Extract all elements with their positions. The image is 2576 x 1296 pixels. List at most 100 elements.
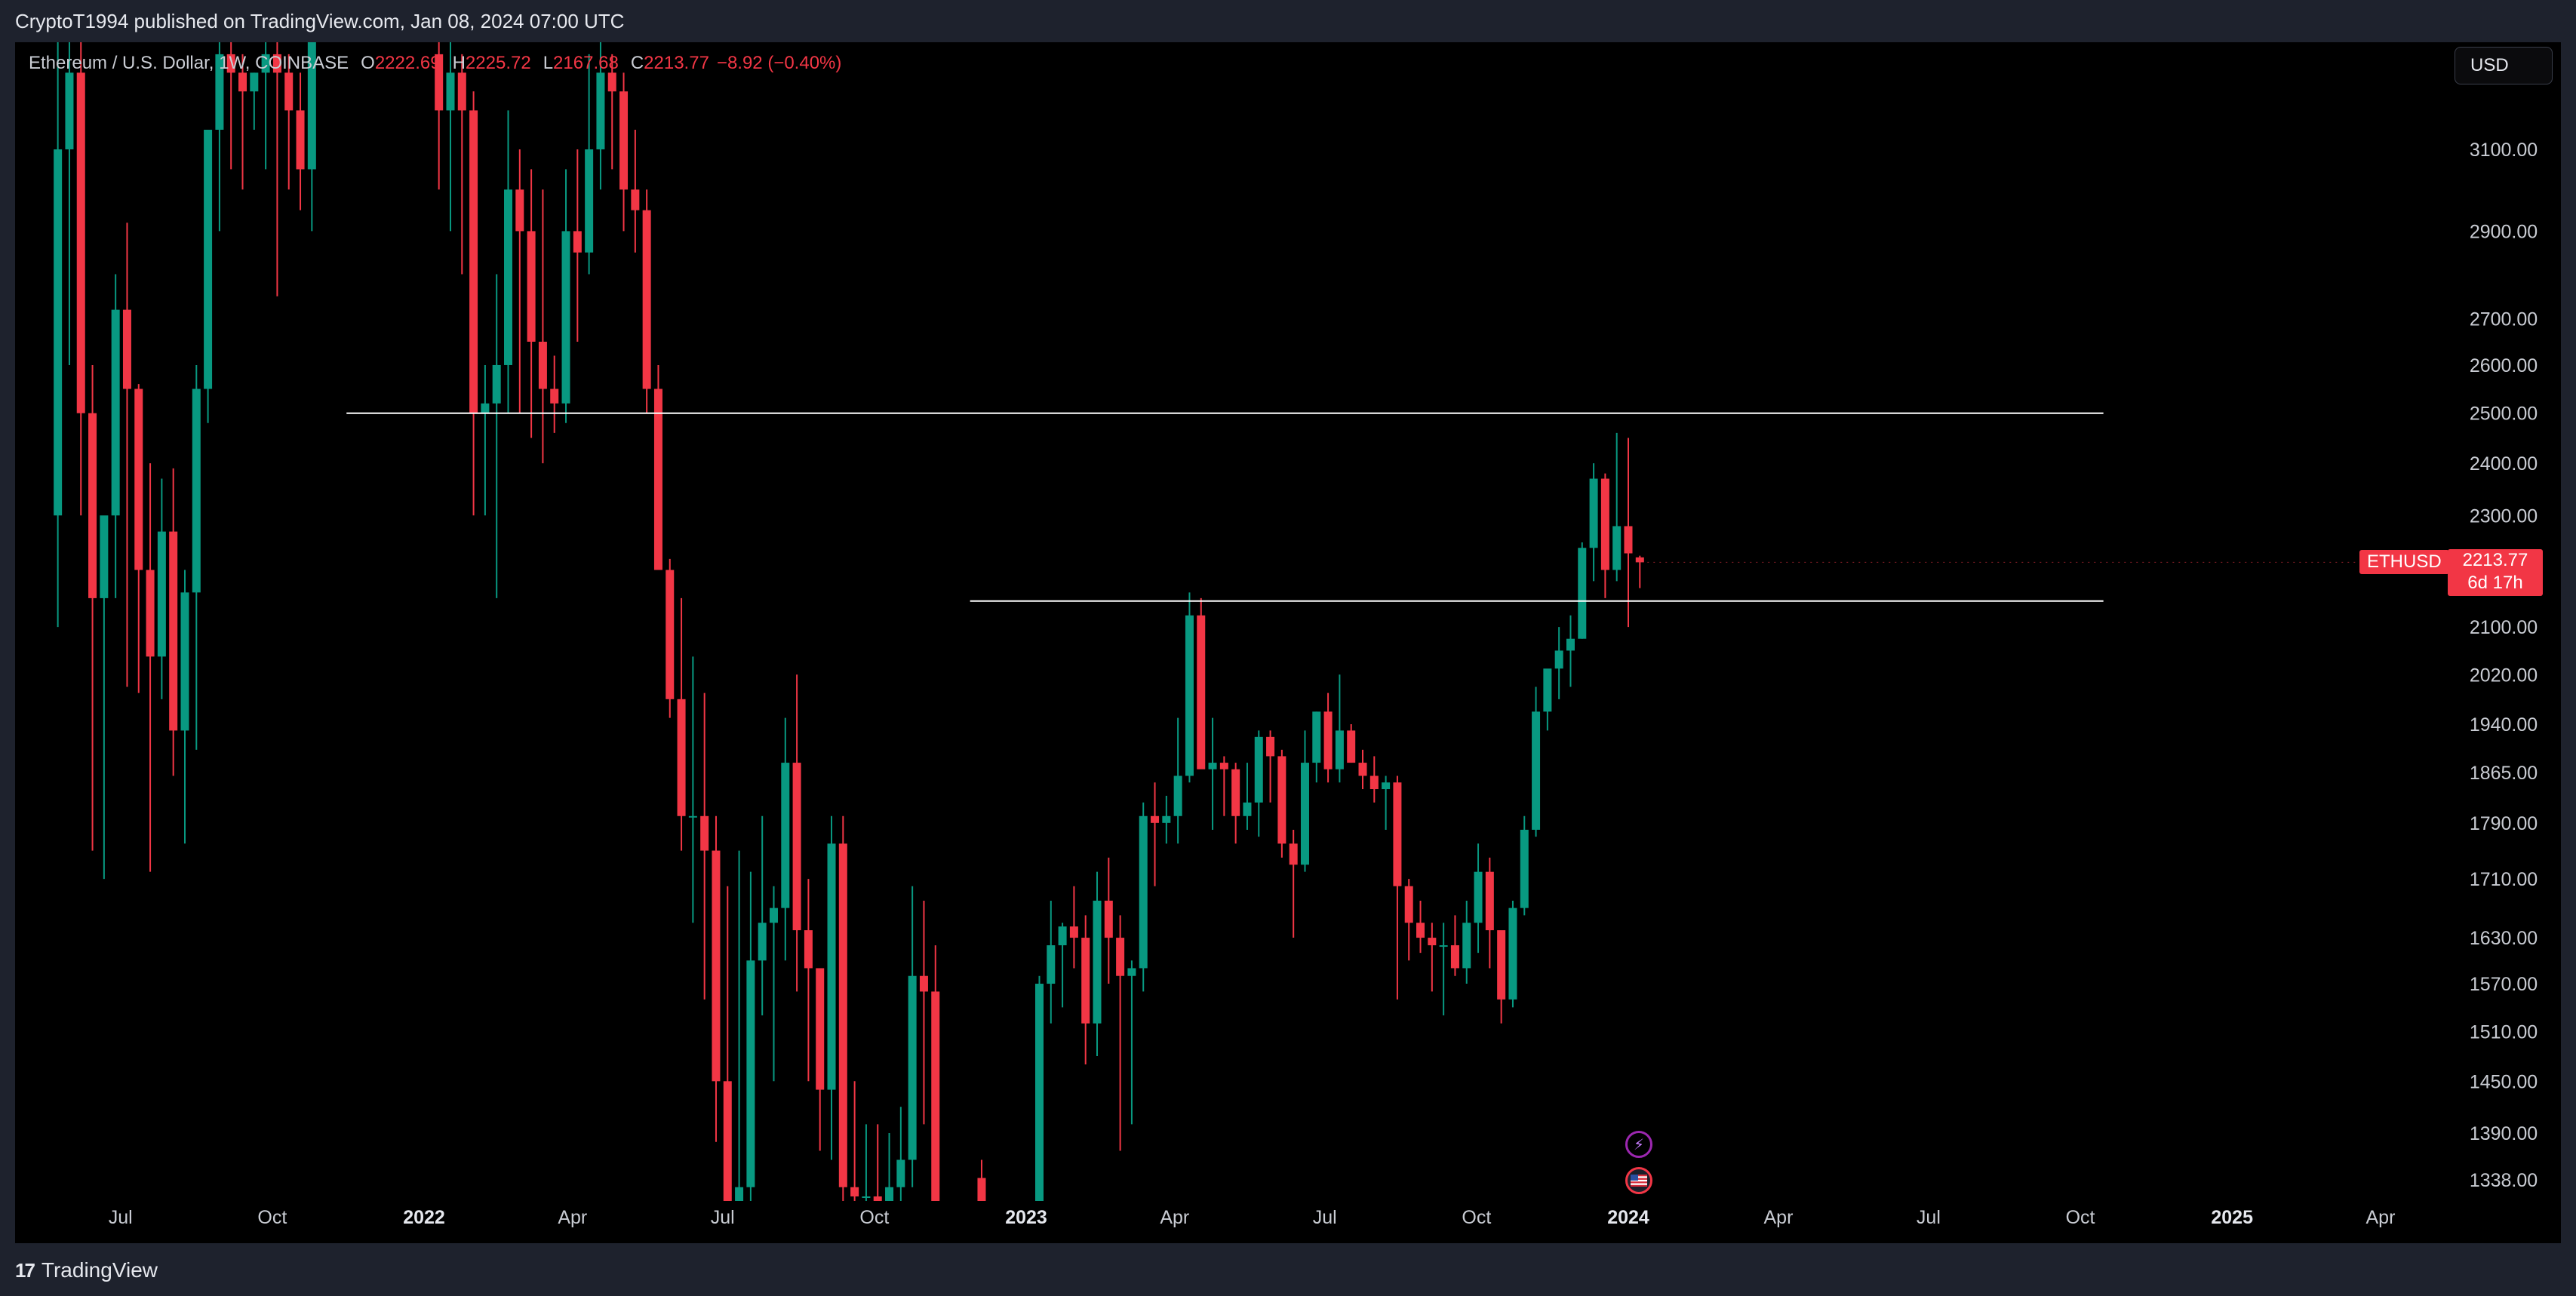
candle-body[interactable] bbox=[792, 763, 801, 931]
candle-body[interactable] bbox=[1428, 938, 1437, 946]
candle-body[interactable] bbox=[688, 815, 697, 818]
candle-body[interactable] bbox=[1300, 763, 1309, 865]
candle-body[interactable] bbox=[931, 991, 940, 1215]
candle-body[interactable] bbox=[758, 923, 767, 961]
candle-body[interactable] bbox=[469, 110, 478, 413]
candle-body[interactable] bbox=[1081, 938, 1090, 1024]
candle-body[interactable] bbox=[1520, 829, 1529, 908]
candle-body[interactable] bbox=[54, 149, 63, 516]
legend-symbol[interactable]: Ethereum / U.S. Dollar, 1W, COINBASE bbox=[29, 53, 349, 73]
candle-body[interactable] bbox=[296, 110, 305, 170]
candle-body[interactable] bbox=[700, 815, 709, 851]
candle-body[interactable] bbox=[573, 231, 582, 253]
candle-body[interactable] bbox=[1127, 968, 1136, 976]
candle-body[interactable] bbox=[100, 515, 109, 598]
candle-body[interactable] bbox=[1439, 945, 1448, 947]
candle-body[interactable] bbox=[1485, 871, 1494, 931]
chart-panel[interactable] bbox=[15, 42, 2561, 1243]
candle-body[interactable] bbox=[1323, 711, 1333, 769]
candle-body[interactable] bbox=[1508, 908, 1517, 1000]
candle-body[interactable] bbox=[134, 388, 143, 570]
candle-body[interactable] bbox=[180, 592, 189, 731]
tradingview-logo-icon[interactable]: 17 bbox=[15, 1258, 35, 1282]
candle-body[interactable] bbox=[769, 908, 778, 923]
candle-body[interactable] bbox=[1635, 557, 1644, 563]
candle-body[interactable] bbox=[307, 18, 316, 170]
candle-body[interactable] bbox=[677, 699, 686, 816]
candle-body[interactable] bbox=[238, 72, 247, 92]
candle-body[interactable] bbox=[919, 975, 928, 992]
candle-body[interactable] bbox=[873, 1196, 882, 1205]
candle-body[interactable] bbox=[1034, 984, 1044, 1215]
candle-body[interactable] bbox=[76, 72, 85, 413]
candle-body[interactable] bbox=[1058, 926, 1067, 946]
candle-body[interactable] bbox=[1543, 668, 1552, 712]
candle-body[interactable] bbox=[1104, 900, 1113, 938]
candle-body[interactable] bbox=[1162, 815, 1171, 823]
candle-body[interactable] bbox=[735, 1187, 744, 1215]
candle-body[interactable] bbox=[1404, 886, 1413, 923]
candle-body[interactable] bbox=[838, 843, 847, 1187]
candle-body[interactable] bbox=[446, 72, 455, 111]
candle-body[interactable] bbox=[908, 975, 917, 1160]
candle-body[interactable] bbox=[1243, 802, 1252, 816]
candle-body[interactable] bbox=[885, 1187, 894, 1206]
candle-body[interactable] bbox=[1277, 756, 1286, 844]
candle-body[interactable] bbox=[1578, 548, 1587, 639]
candle-body[interactable] bbox=[607, 72, 616, 92]
candle-body[interactable] bbox=[1612, 526, 1622, 570]
candle-body[interactable] bbox=[215, 54, 224, 130]
candle-body[interactable] bbox=[804, 930, 813, 969]
candle-body[interactable] bbox=[561, 231, 570, 404]
candle-body[interactable] bbox=[204, 129, 213, 389]
candle-body[interactable] bbox=[492, 364, 501, 404]
candle-body[interactable] bbox=[1450, 945, 1459, 969]
candle-body[interactable] bbox=[1416, 923, 1425, 938]
candle-body[interactable] bbox=[1358, 763, 1367, 776]
candle-body[interactable] bbox=[1185, 615, 1194, 776]
candle-body[interactable] bbox=[1624, 526, 1633, 554]
candle-body[interactable] bbox=[192, 388, 201, 593]
candle-body[interactable] bbox=[1589, 478, 1598, 548]
candle-body[interactable] bbox=[1497, 930, 1506, 1000]
candle-body[interactable] bbox=[504, 189, 513, 365]
candle-body[interactable] bbox=[977, 1178, 986, 1215]
candle-body[interactable] bbox=[642, 210, 651, 389]
candle-body[interactable] bbox=[1369, 775, 1379, 790]
candle-body[interactable] bbox=[226, 54, 235, 73]
candle-body[interactable] bbox=[816, 968, 825, 1090]
lightning-icon[interactable]: ⚡ bbox=[1625, 1131, 1652, 1158]
candle-body[interactable] bbox=[585, 149, 594, 253]
candle-body[interactable] bbox=[1347, 730, 1356, 763]
candle-body[interactable] bbox=[1219, 763, 1228, 769]
candle-body[interactable] bbox=[1047, 945, 1056, 984]
candle-body[interactable] bbox=[1197, 615, 1206, 769]
candle-body[interactable] bbox=[862, 1196, 871, 1199]
candle-body[interactable] bbox=[261, 54, 270, 73]
candle-body[interactable] bbox=[146, 570, 155, 657]
candle-body[interactable] bbox=[653, 388, 662, 570]
candle-body[interactable] bbox=[1231, 769, 1240, 816]
candle-body[interactable] bbox=[1312, 711, 1321, 763]
candle-body[interactable] bbox=[1532, 711, 1541, 830]
candle-body[interactable] bbox=[284, 72, 294, 111]
candle-body[interactable] bbox=[631, 189, 640, 210]
candle-body[interactable] bbox=[538, 341, 547, 389]
candle-body[interactable] bbox=[746, 960, 755, 1187]
candle-body[interactable] bbox=[169, 531, 178, 731]
candle-body[interactable] bbox=[1116, 938, 1125, 976]
candle-body[interactable] bbox=[272, 54, 281, 73]
candle-body[interactable] bbox=[65, 72, 74, 149]
candle-body[interactable] bbox=[435, 54, 444, 111]
candle-body[interactable] bbox=[515, 189, 524, 232]
candle-body[interactable] bbox=[1151, 815, 1160, 823]
candle-body[interactable] bbox=[1266, 736, 1275, 757]
candle-body[interactable] bbox=[827, 843, 836, 1090]
footer-brand[interactable]: TradingView bbox=[41, 1258, 158, 1282]
candle-body[interactable] bbox=[1600, 478, 1609, 570]
candle-body[interactable] bbox=[527, 231, 536, 342]
candle-body[interactable] bbox=[1208, 763, 1217, 769]
us-flag-icon[interactable] bbox=[1625, 1167, 1652, 1194]
candle-body[interactable] bbox=[1093, 900, 1102, 1024]
